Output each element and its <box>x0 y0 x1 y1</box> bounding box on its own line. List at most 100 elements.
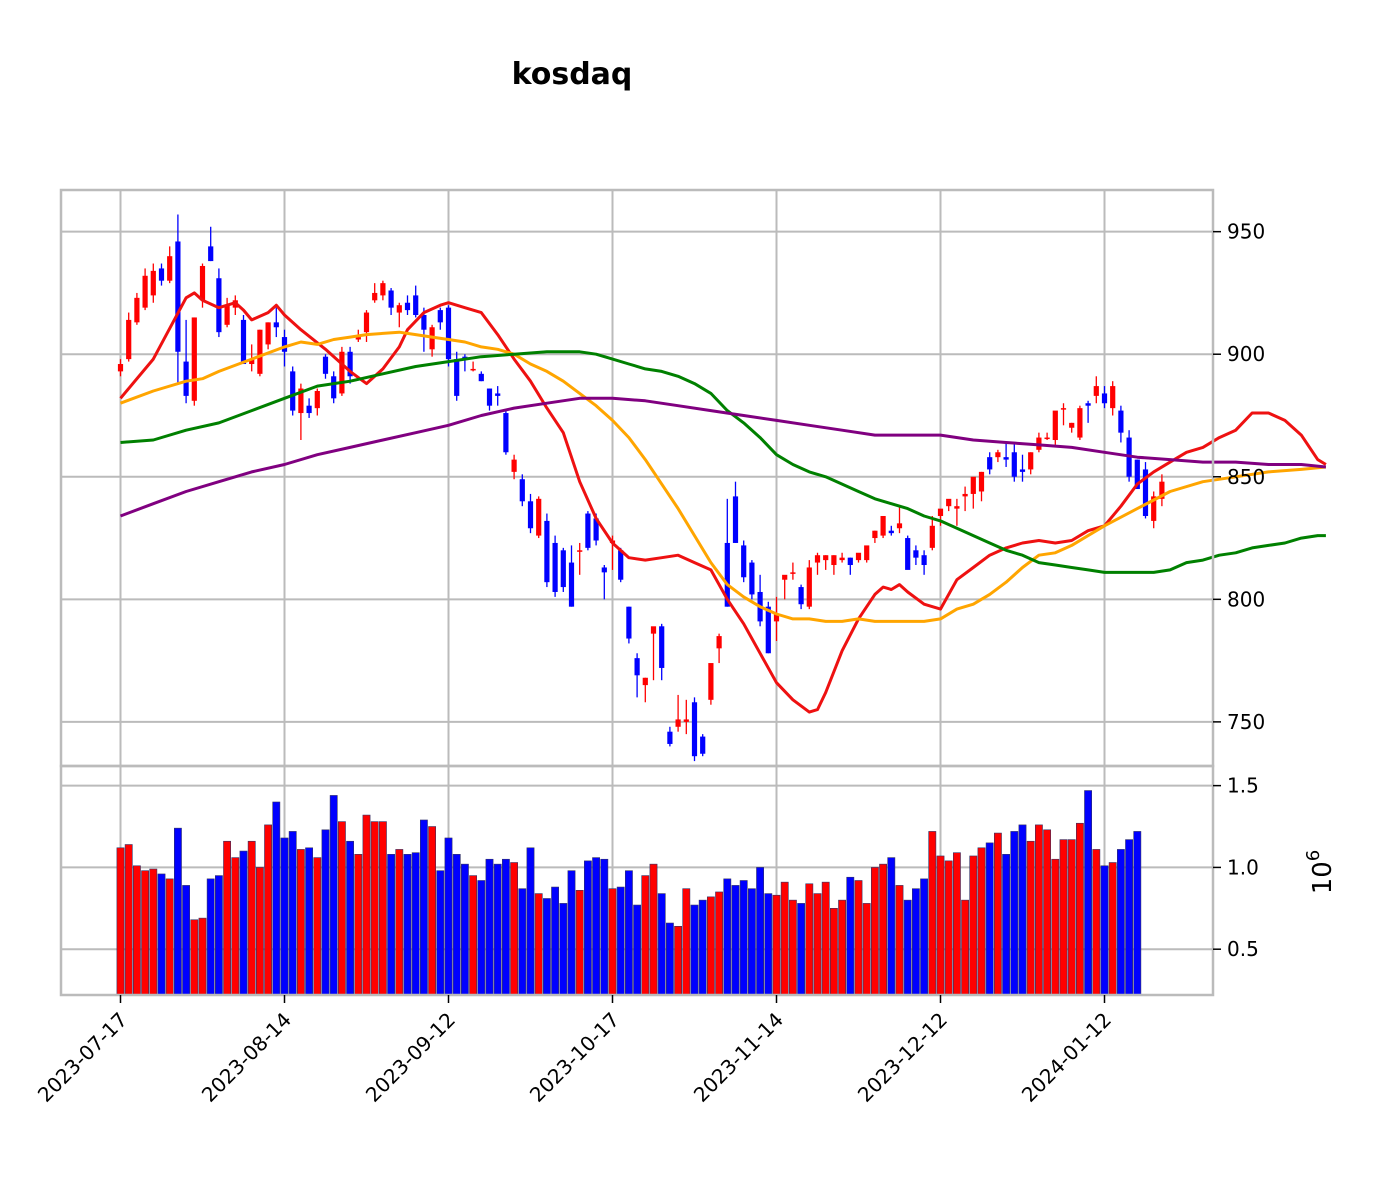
volume-bar <box>215 875 223 996</box>
candle-body <box>331 376 337 399</box>
candle-body <box>987 457 993 470</box>
candle-body <box>298 388 304 414</box>
candle-body <box>142 275 148 308</box>
candle-body <box>978 471 985 492</box>
candle-body <box>314 390 320 409</box>
candle-body <box>831 555 837 566</box>
volume-bar <box>706 896 715 996</box>
candle-body <box>503 413 509 453</box>
candle-body <box>396 305 402 313</box>
volume-bar <box>296 849 305 996</box>
volume-bar <box>551 886 559 996</box>
volume-bar <box>411 852 420 996</box>
date-tick-label: 2023-08-14 <box>197 1008 296 1107</box>
volume-bar <box>534 893 543 996</box>
candle-body <box>675 719 681 727</box>
candle-body <box>322 356 329 374</box>
volume-bar <box>657 893 666 996</box>
candle-body <box>577 550 583 552</box>
candle-body <box>363 312 370 333</box>
volume-bars <box>116 790 1142 996</box>
candle-body <box>1085 403 1091 406</box>
volume-bar <box>608 888 617 996</box>
volume-bar <box>469 875 477 996</box>
volume-bar <box>854 880 863 996</box>
volume-bar <box>370 821 379 996</box>
candle-body <box>1159 481 1165 499</box>
candle-body <box>216 278 222 333</box>
volume-bar <box>698 899 707 996</box>
candle-body <box>568 562 575 607</box>
volume-bar <box>985 842 994 996</box>
volume-bar <box>280 837 289 996</box>
volume-bar <box>1108 862 1117 996</box>
volume-bar <box>239 850 248 996</box>
candle-body <box>683 719 689 722</box>
candle-body <box>281 337 288 352</box>
candle-body <box>946 498 952 507</box>
date-tick-label: 2023-10-17 <box>525 1008 624 1107</box>
candle-body <box>347 351 353 377</box>
candle-body <box>240 319 247 365</box>
volume-bar <box>1076 822 1084 996</box>
candle-body <box>962 493 968 497</box>
volume-bar <box>739 880 748 996</box>
candle-body <box>601 567 607 573</box>
volume-bar <box>305 847 313 996</box>
candle-body <box>134 297 140 323</box>
candle-body <box>691 702 698 757</box>
date-tick-label: 2023-11-14 <box>689 1008 788 1107</box>
volume-bar <box>133 865 141 996</box>
candle-body <box>273 322 279 328</box>
candle-body <box>667 731 673 744</box>
candle-body <box>290 371 296 411</box>
candle-body <box>380 283 386 296</box>
volume-bar <box>911 888 920 996</box>
price-tick-label: 850 <box>1227 465 1265 489</box>
volume-bar <box>141 870 149 996</box>
volume-bar <box>1092 849 1101 996</box>
volume-bar <box>444 837 453 996</box>
candle-body <box>905 538 911 570</box>
candle-body <box>798 587 804 605</box>
candle-body <box>724 542 730 607</box>
volume-bar <box>255 867 264 996</box>
moving-average-line <box>119 330 1327 623</box>
candle-body <box>191 317 197 401</box>
candle-body <box>199 265 206 301</box>
candle-body <box>437 310 443 323</box>
candle-body <box>158 268 165 281</box>
candle-body <box>880 515 886 536</box>
volume-bar <box>362 814 371 996</box>
candle-body <box>650 626 657 634</box>
volume-bar <box>165 878 174 996</box>
date-tick-label: 2024-01-12 <box>1017 1008 1116 1107</box>
volume-bar <box>895 885 904 996</box>
volume-bar <box>633 904 641 996</box>
volume-bar <box>674 925 682 996</box>
volume-bar <box>395 849 404 996</box>
candle-body <box>1060 408 1067 410</box>
volume-bar <box>846 876 855 996</box>
price-tick-label: 950 <box>1227 220 1265 244</box>
volume-bar <box>419 819 428 996</box>
candle-body <box>544 520 550 583</box>
volume-bar <box>616 886 625 996</box>
candle-body <box>454 359 460 396</box>
volume-bar <box>337 821 346 996</box>
candle-body <box>511 459 517 472</box>
candles <box>117 214 1165 762</box>
candle-body <box>847 557 853 566</box>
volume-bar <box>1117 849 1125 996</box>
candle-body <box>306 405 312 414</box>
candle-body <box>995 452 1001 458</box>
volume-bar <box>149 868 158 996</box>
volume-bar <box>387 854 395 996</box>
volume-bar <box>1067 839 1076 996</box>
volume-bar <box>887 857 896 996</box>
volume-bar <box>346 840 354 996</box>
volume-bar <box>764 893 773 996</box>
candle-body <box>1134 459 1140 490</box>
candle-body <box>126 319 132 360</box>
moving-average-line <box>120 350 1326 574</box>
